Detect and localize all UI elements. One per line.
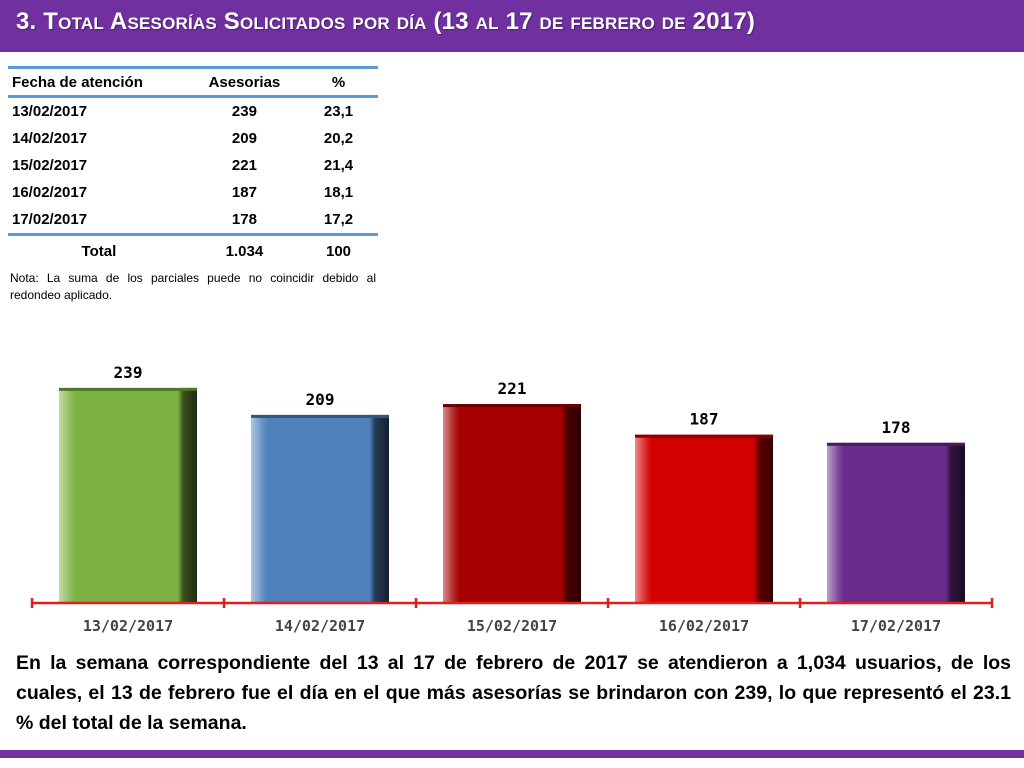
cell-date: 15/02/2017: [12, 157, 88, 174]
bar-top-edge: [251, 414, 389, 418]
bar-top-edge: [443, 404, 581, 408]
table-header-row: Fecha de atención Asesorias %: [8, 66, 378, 98]
table-row: 13/02/2017 239 23,1: [8, 97, 378, 126]
bar-15/02/2017: [443, 404, 581, 603]
bar-top-edge: [59, 387, 197, 391]
total-label: Total: [8, 233, 190, 266]
data-label: 221: [498, 379, 527, 398]
cell-percent: 23,1: [323, 103, 354, 120]
bar-14/02/2017: [251, 414, 389, 603]
table-note: Nota: La suma de los parciales puede no …: [10, 271, 376, 302]
bar-chart: 239 13/02/2017 209 14/02/2017 221 15/02/2017 1…: [30, 363, 994, 635]
summary-text: En la semana correspondiente del 13 al 1…: [16, 652, 1011, 734]
data-table: Fecha de atención Asesorias % 13/02/2017…: [8, 66, 378, 266]
page-title: 3. Total Asesorías Solicitados por día (…: [16, 8, 756, 35]
total-percent: 100: [299, 233, 378, 266]
total-asesorias: 1.034: [189, 233, 300, 266]
cell-date: 17/02/2017: [12, 211, 88, 228]
data-label: 187: [690, 410, 719, 429]
table-row: 15/02/2017 221 21,4: [8, 152, 378, 179]
cell-asesorias: 187: [231, 184, 257, 201]
x-tick-label: 15/02/2017: [467, 617, 557, 635]
table-row: 14/02/2017 209 20,2: [8, 125, 378, 152]
bar-16/02/2017: [635, 434, 773, 603]
cell-date: 16/02/2017: [12, 184, 88, 201]
column-header-asesorias: Asesorias: [189, 66, 300, 98]
cell-percent: 18,1: [323, 184, 354, 201]
cell-asesorias: 178: [231, 211, 257, 228]
bar-13/02/2017: [59, 387, 197, 603]
bar-top-edge: [635, 434, 773, 438]
cell-date: 13/02/2017: [12, 103, 88, 120]
cell-asesorias: 221: [231, 157, 257, 174]
cell-percent: 20,2: [323, 130, 354, 147]
x-tick-label: 13/02/2017: [83, 617, 173, 635]
data-label: 178: [882, 418, 911, 437]
x-axis: [30, 598, 994, 608]
data-label: 239: [114, 363, 143, 382]
bar-top-edge: [827, 442, 965, 446]
table-row: 16/02/2017 187 18,1: [8, 179, 378, 206]
x-tick-label: 17/02/2017: [851, 617, 941, 635]
x-tick-label: 14/02/2017: [275, 617, 365, 635]
title-bar: 3. Total Asesorías Solicitados por día (…: [0, 0, 1024, 52]
cell-date: 14/02/2017: [12, 130, 88, 147]
table-row: 17/02/2017 178 17,2: [8, 206, 378, 235]
data-label: 209: [306, 390, 335, 409]
bars-layer: [59, 387, 965, 603]
cell-asesorias: 209: [231, 130, 257, 147]
table-total-row: Total 1.034 100: [8, 233, 378, 266]
labels-layer: 239 13/02/2017 209 14/02/2017 221 15/02/2017 1…: [83, 363, 941, 635]
cell-asesorias: 239: [231, 103, 257, 120]
column-header-date: Fecha de atención: [8, 66, 190, 98]
column-header-percent: %: [299, 66, 378, 98]
bar-17/02/2017: [827, 442, 965, 603]
cell-percent: 21,4: [323, 157, 354, 174]
footer-bar: [0, 750, 1024, 758]
cell-percent: 17,2: [323, 211, 354, 228]
x-tick-label: 16/02/2017: [659, 617, 749, 635]
